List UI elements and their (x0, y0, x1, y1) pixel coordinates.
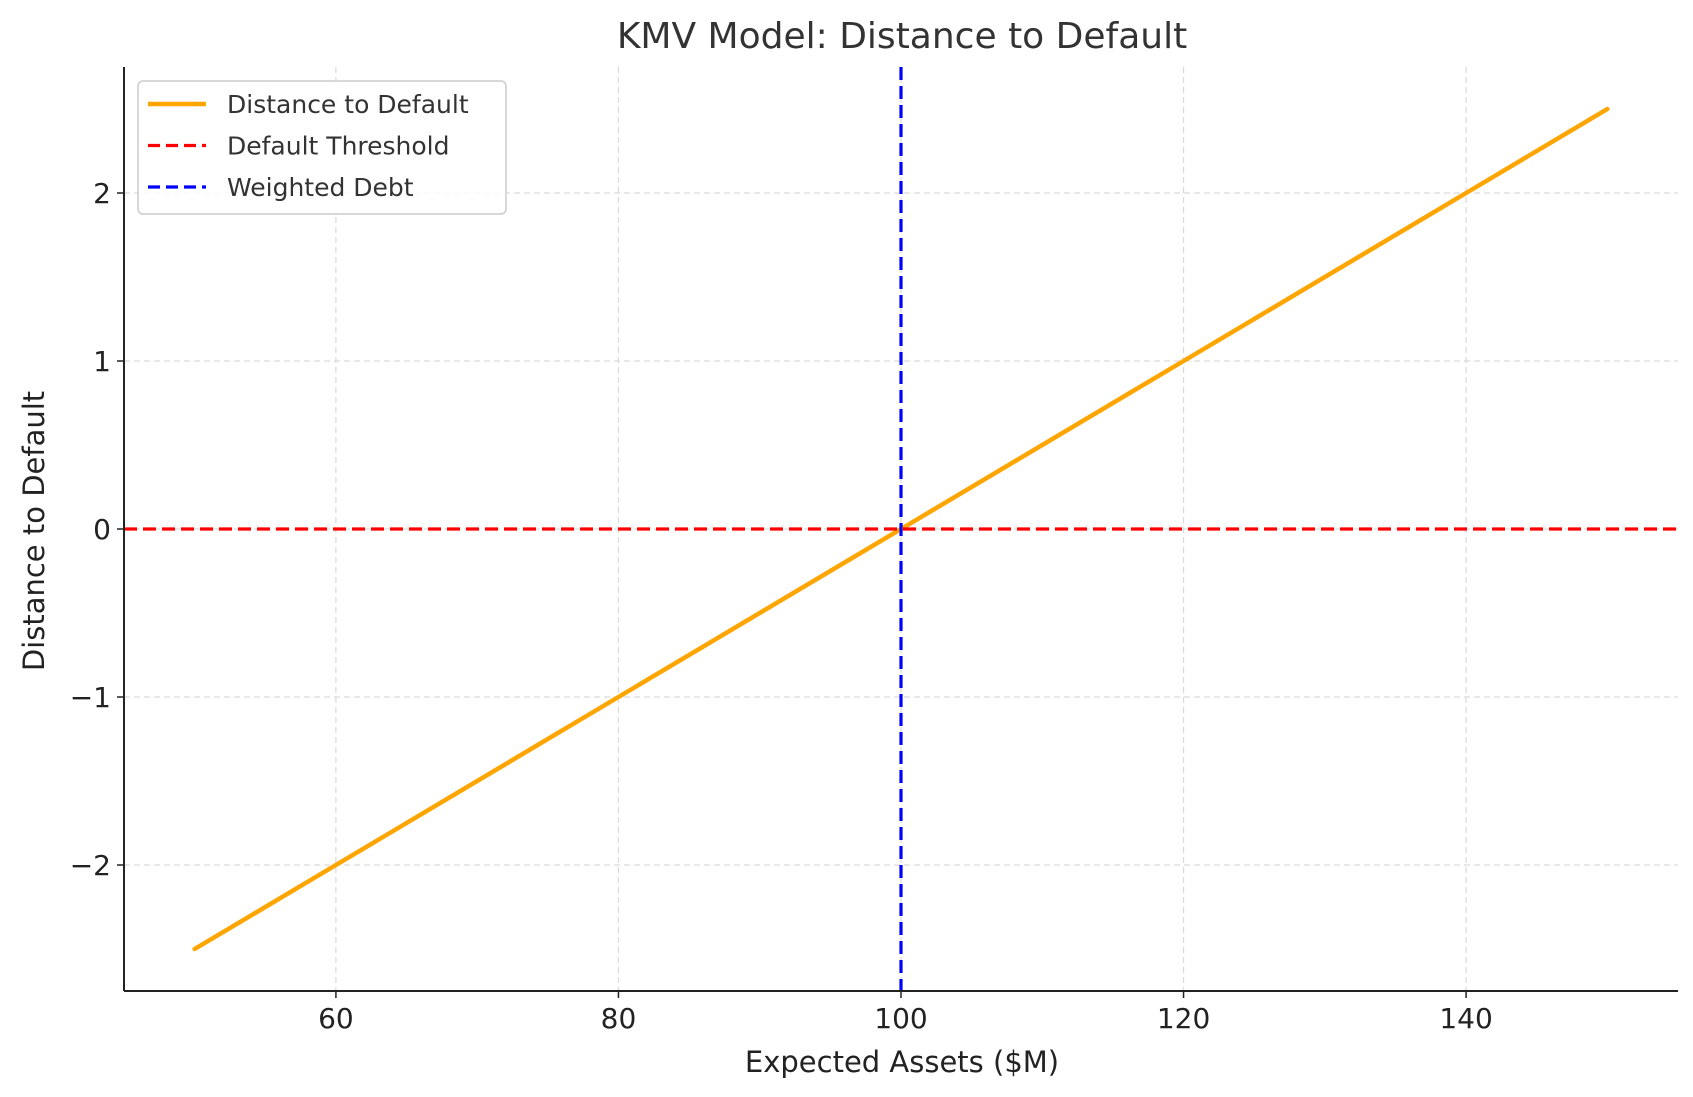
x-tick-label-0: 60 (318, 1002, 354, 1035)
y-tick-label-4: 2 (93, 177, 111, 210)
y-axis-label: Distance to Default (17, 391, 51, 671)
legend-box (137, 80, 507, 215)
x-tick-label-4: 140 (1439, 1002, 1492, 1035)
legend-label-weighted-debt: Weighted Debt (227, 173, 414, 202)
y-tick-label-3: 1 (93, 345, 111, 378)
x-axis-label: Expected Assets ($M) (745, 1045, 1059, 1079)
legend-label-default-threshold: Default Threshold (227, 132, 450, 161)
plot-layer (124, 67, 1678, 991)
legend-label-distance-to-default: Distance to Default (227, 90, 469, 119)
chart-title: KMV Model: Distance to Default (617, 16, 1187, 57)
legend: Distance to Default Default Threshold Weig… (137, 80, 507, 215)
y-tick-label-2: 0 (93, 513, 111, 546)
x-tick-label-2: 100 (874, 1002, 927, 1035)
y-tick-label-0: −2 (70, 849, 111, 882)
ticks-layer: 60 80 100 120 140 −2 −1 0 1 2 (70, 177, 1493, 1035)
x-tick-label-3: 120 (1157, 1002, 1210, 1035)
x-tick-label-1: 80 (601, 1002, 637, 1035)
legend-entries: Distance to Default Default Threshold Weig… (148, 90, 469, 202)
y-tick-label-1: −1 (70, 681, 111, 714)
